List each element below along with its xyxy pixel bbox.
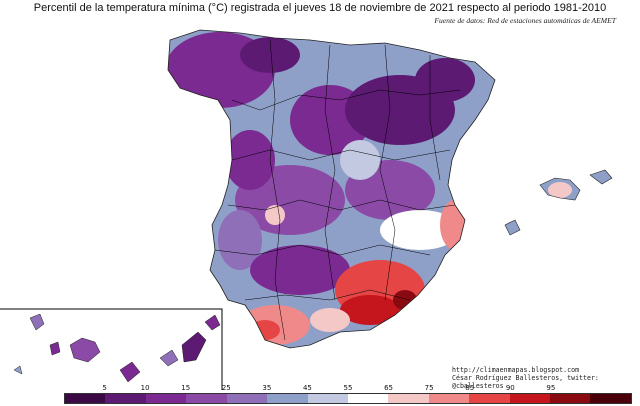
legend-color-bar: [64, 393, 632, 404]
legend-label: 55: [343, 384, 353, 392]
legend-label: 25: [221, 384, 231, 392]
baleares-coast: [504, 169, 613, 236]
baleares-fill: [505, 170, 612, 235]
canary-islands: [13, 313, 221, 383]
legend-segment: [145, 394, 187, 403]
legend-label: 95: [546, 384, 556, 392]
legend-segment: [267, 394, 308, 403]
legend-segment: [105, 394, 146, 403]
legend-label: 35: [262, 384, 272, 392]
canarias-inset-frame: [0, 308, 223, 390]
province-borders: [214, 39, 461, 341]
legend-segment: [428, 394, 470, 403]
legend-label: 15: [181, 384, 191, 392]
legend-segment: [509, 394, 551, 403]
peninsula-coast: [167, 29, 496, 349]
peninsula-fill: [168, 30, 495, 348]
legend-label: 65: [384, 384, 394, 392]
legend-label: 10: [140, 384, 150, 392]
credits-url[interactable]: http://climaenmapas.blogspot.com: [452, 366, 580, 374]
legend-segment: [469, 394, 510, 403]
legend-segment: [590, 394, 631, 403]
legend-label: 5: [102, 384, 107, 392]
legend-segment: [226, 394, 268, 403]
legend-segment: [307, 394, 348, 403]
legend-segment: [550, 394, 591, 403]
legend-segment: [347, 394, 389, 403]
map-title: Percentil de la temperatura mínima (°C) …: [33, 2, 607, 14]
legend-label: 45: [302, 384, 312, 392]
legend-label: 75: [424, 384, 434, 392]
legend-segment: [186, 394, 227, 403]
legend-label: 90: [505, 384, 515, 392]
credits-author: César Rodríguez Ballesteros, twitter: @c…: [452, 374, 599, 390]
legend-segment: [388, 394, 429, 403]
legend-label: 85: [465, 384, 475, 392]
legend-segment: [65, 394, 106, 403]
data-source: Fuente de datos: Red de estaciones autom…: [434, 16, 616, 25]
credits: http://climaenmapas.blogspot.com César R…: [452, 366, 640, 390]
